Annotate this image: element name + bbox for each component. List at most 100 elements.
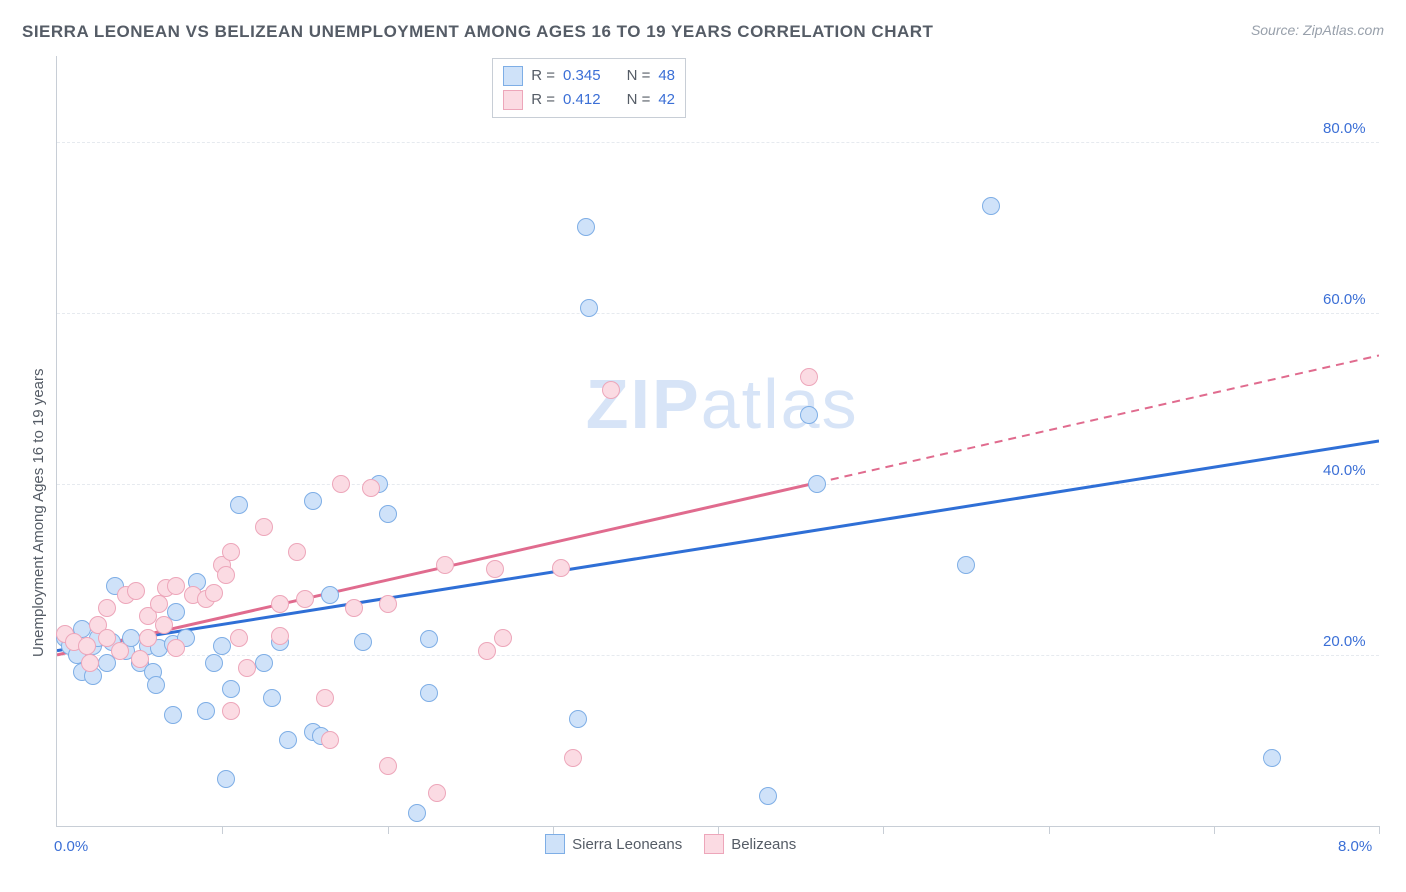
gridline xyxy=(57,313,1379,314)
legend-r-value: 0.412 xyxy=(563,88,601,112)
belize-point xyxy=(494,629,512,647)
series-label: Sierra Leoneans xyxy=(572,836,682,853)
y-axis-label: Unemployment Among Ages 16 to 19 years xyxy=(30,368,47,657)
belize-point xyxy=(362,479,380,497)
belize-point xyxy=(217,566,235,584)
series-legend: Sierra Leoneans Belizeans xyxy=(545,834,796,854)
sierra-point xyxy=(304,492,322,510)
belize-trendline-extrapolated xyxy=(817,355,1379,482)
series-legend-item-sierra: Sierra Leoneans xyxy=(545,834,682,854)
belize-point xyxy=(800,368,818,386)
y-tick-label: 60.0% xyxy=(1323,291,1366,308)
x-tick xyxy=(1214,826,1215,834)
sierra-point xyxy=(957,556,975,574)
belize-point xyxy=(139,629,157,647)
y-tick-label: 40.0% xyxy=(1323,462,1366,479)
belize-point xyxy=(255,518,273,536)
belize-point xyxy=(131,650,149,668)
sierra-point xyxy=(147,676,165,694)
belize-point xyxy=(238,659,256,677)
sierra-point xyxy=(255,654,273,672)
belize-point xyxy=(167,577,185,595)
sierra-point xyxy=(420,684,438,702)
x-tick xyxy=(718,826,719,834)
belize-point xyxy=(230,629,248,647)
belize-point xyxy=(288,543,306,561)
belize-point xyxy=(81,654,99,672)
sierra-point xyxy=(222,680,240,698)
x-tick xyxy=(1049,826,1050,834)
scatter-plot: ZIPatlas xyxy=(56,56,1379,827)
y-tick-label: 80.0% xyxy=(1323,120,1366,137)
belize-point xyxy=(486,560,504,578)
belize-point xyxy=(98,599,116,617)
belize-point xyxy=(155,616,173,634)
belize-point xyxy=(111,642,129,660)
source-attribution: Source: ZipAtlas.com xyxy=(1251,22,1384,38)
belize-point xyxy=(379,757,397,775)
legend-r-label: R = xyxy=(531,64,555,88)
legend-row-belize: R =0.412N =42 xyxy=(503,88,675,112)
belize-point xyxy=(222,702,240,720)
belize-point xyxy=(296,590,314,608)
sierra-point xyxy=(263,689,281,707)
legend-r-value: 0.345 xyxy=(563,64,601,88)
x-tick xyxy=(222,826,223,834)
x-tick xyxy=(1379,826,1380,834)
legend-r-label: R = xyxy=(531,88,555,112)
belize-point xyxy=(602,381,620,399)
sierra-point xyxy=(217,770,235,788)
gridline xyxy=(57,484,1379,485)
sierra-point xyxy=(808,475,826,493)
belize-point xyxy=(271,627,289,645)
sierra-trendline xyxy=(57,441,1379,651)
x-tick xyxy=(388,826,389,834)
correlation-legend: R =0.345N =48R =0.412N =42 xyxy=(492,58,686,118)
sierra-point xyxy=(279,731,297,749)
legend-n-label: N = xyxy=(627,88,651,112)
belize-point xyxy=(436,556,454,574)
sierra-point xyxy=(164,706,182,724)
sierra-point xyxy=(321,586,339,604)
series-swatch-sierra-icon xyxy=(545,834,565,854)
sierra-point xyxy=(354,633,372,651)
belize-point xyxy=(271,595,289,613)
x-tick xyxy=(553,826,554,834)
sierra-point xyxy=(982,197,1000,215)
belize-point xyxy=(150,595,168,613)
sierra-point xyxy=(569,710,587,728)
x-tick xyxy=(883,826,884,834)
sierra-point xyxy=(213,637,231,655)
sierra-point xyxy=(1263,749,1281,767)
trend-lines xyxy=(57,56,1379,826)
series-label: Belizeans xyxy=(731,836,796,853)
sierra-point xyxy=(420,630,438,648)
sierra-point xyxy=(580,299,598,317)
sierra-point xyxy=(577,218,595,236)
gridline xyxy=(57,655,1379,656)
watermark-bold: ZIP xyxy=(586,365,701,443)
sierra-point xyxy=(759,787,777,805)
legend-n-value: 48 xyxy=(658,64,675,88)
x-axis-min-label: 0.0% xyxy=(54,838,88,855)
belize-point xyxy=(428,784,446,802)
series-swatch-belize-icon xyxy=(704,834,724,854)
watermark-thin: atlas xyxy=(701,365,859,443)
belize-point xyxy=(78,637,96,655)
x-axis-max-label: 8.0% xyxy=(1338,838,1372,855)
belize-point xyxy=(205,584,223,602)
belize-point xyxy=(552,559,570,577)
sierra-point xyxy=(205,654,223,672)
belize-point xyxy=(564,749,582,767)
y-tick-label: 20.0% xyxy=(1323,633,1366,650)
chart-title: SIERRA LEONEAN VS BELIZEAN UNEMPLOYMENT … xyxy=(22,22,933,42)
legend-n-label: N = xyxy=(627,64,651,88)
legend-swatch-sierra-icon xyxy=(503,66,523,86)
belize-point xyxy=(332,475,350,493)
sierra-point xyxy=(379,505,397,523)
legend-swatch-belize-icon xyxy=(503,90,523,110)
sierra-point xyxy=(408,804,426,822)
sierra-point xyxy=(800,406,818,424)
gridline xyxy=(57,142,1379,143)
belize-point xyxy=(478,642,496,660)
